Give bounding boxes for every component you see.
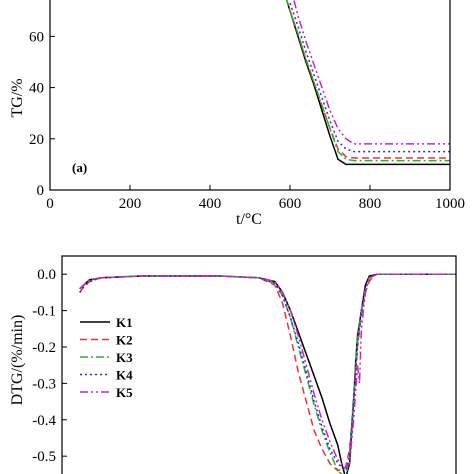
tg-xlabel: t/°C: [236, 211, 262, 228]
tg-panel: TG/% t/°C (a) 0 200 400 600 800 1000 0 20 40 60: [9, 0, 465, 228]
dtg-ytick-label: -0.5: [32, 449, 56, 465]
dtg-series-k4: [79, 273, 456, 473]
tg-ytick-label: 40: [29, 81, 44, 97]
dtg-series-k3: [79, 273, 456, 474]
tg-series-k1: [285, 0, 450, 166]
dtg-ytick-label: -0.2: [32, 340, 56, 356]
dtg-ylabel: DTG/(%/min): [9, 315, 26, 406]
tg-series-group: [285, 0, 450, 166]
tg-xtick-label: 200: [119, 196, 142, 212]
dtg-axis-ticks: 0.0 -0.1 -0.2 -0.3 -0.4 -0.5: [32, 267, 67, 465]
tg-plot-frame: [49, 0, 451, 191]
legend-label-k5: K5: [116, 385, 133, 400]
dtg-ytick-label: -0.3: [32, 376, 56, 392]
tg-ylabel: TG/%: [9, 78, 26, 117]
dtg-series-k1: [79, 273, 456, 474]
tg-axis-ticks: 0 200 400 600 800 1000 0 20 40 60: [29, 29, 465, 212]
dtg-legend: K1 K2 K3 K4 K5: [80, 315, 133, 400]
legend-label-k4: K4: [116, 368, 133, 383]
tg-panel-label: (a): [72, 160, 87, 175]
tg-xtick-label: 600: [279, 196, 302, 212]
dtg-ytick-label: 0.0: [37, 267, 56, 283]
dtg-ytick-label: -0.1: [32, 304, 56, 320]
tg-xtick-label: 400: [199, 196, 222, 212]
tg-series-k3: [285, 0, 450, 162]
dtg-panel: DTG/(%/min) 0.0 -0.1 -0.2 -0.3 -0.4 -0.5 K1 K2…: [9, 255, 457, 474]
tg-xtick-label: 1000: [435, 196, 465, 212]
legend-label-k1: K1: [116, 315, 133, 330]
legend-label-k3: K3: [116, 350, 133, 365]
dtg-series-k2: [79, 273, 456, 472]
tg-series-k5: [293, 0, 450, 145]
tg-series-k2: [285, 0, 450, 159]
tg-ytick-label: 0: [37, 183, 45, 199]
dtg-series-group: [79, 273, 456, 474]
legend-label-k2: K2: [116, 333, 133, 348]
tg-xtick-label: 0: [46, 196, 54, 212]
tg-xtick-label: 800: [359, 196, 382, 212]
dtg-plot-frame: [61, 255, 457, 474]
dtg-ytick-label: -0.4: [32, 413, 56, 429]
dtg-series-k5: [79, 273, 456, 469]
tg-series-k4: [289, 2, 450, 153]
tg-ytick-label: 20: [29, 132, 44, 148]
tg-ytick-label: 60: [29, 29, 44, 45]
